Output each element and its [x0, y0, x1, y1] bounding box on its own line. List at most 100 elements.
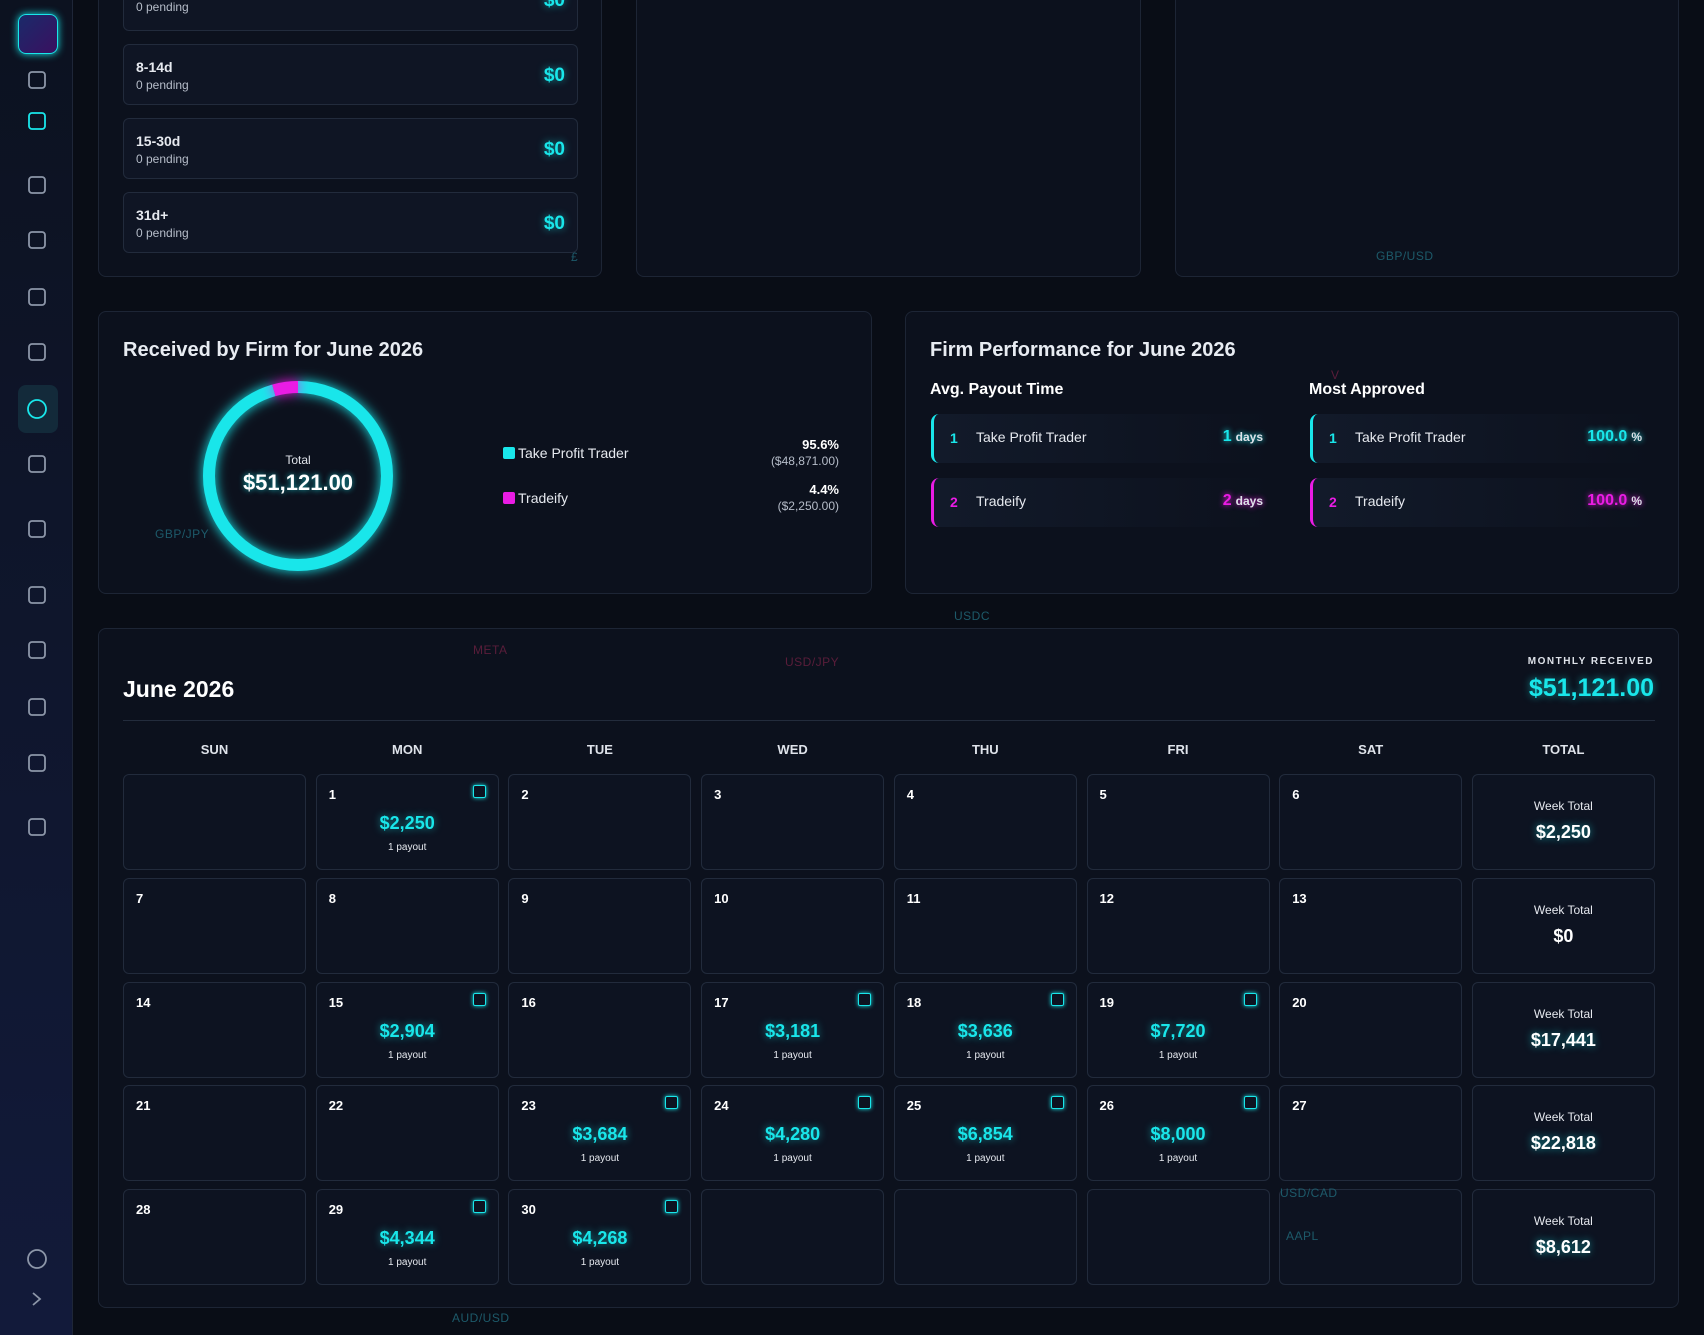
- day-cell: 1 $2,250 1 payout: [315, 774, 499, 870]
- firm: Take Profit Trader: [976, 429, 1087, 445]
- week-total-cell: Week Total $0: [1471, 877, 1655, 974]
- day-cell: 27: [1279, 1085, 1463, 1182]
- icon-shape: [27, 399, 47, 419]
- day-number: 27: [1292, 1098, 1307, 1114]
- rank: 2: [950, 494, 958, 510]
- nav-icon[interactable]: [28, 641, 46, 659]
- week-total-cell: Week Total $17,441: [1471, 981, 1655, 1078]
- watermark: GBP/USD: [1376, 249, 1434, 263]
- day-number: 29: [328, 1202, 344, 1218]
- day-number: 2: [521, 787, 529, 802]
- nav-icon[interactable]: [27, 1249, 47, 1269]
- week-total: $22,818: [1530, 1133, 1596, 1154]
- aging-card: 0 pending $0 8-14d 0 pending $0 15-30d 0 pendi…: [98, 0, 602, 277]
- performance-card: Firm Performance for June 2026 Avg. Payou…: [905, 311, 1679, 594]
- day-cell: 10: [701, 877, 885, 974]
- nav-icon[interactable]: [28, 520, 46, 538]
- day-cell: 28: [123, 1189, 306, 1286]
- donut: [203, 381, 393, 571]
- donut-total-label: Total: [285, 453, 311, 467]
- nav-active: [18, 385, 58, 433]
- icon-shape: [28, 520, 46, 538]
- watermark: META: [473, 643, 508, 657]
- nav-icon[interactable]: [28, 176, 46, 194]
- watermark: AUD/USD: [452, 1311, 510, 1325]
- rank: 1: [950, 430, 958, 446]
- aging-row: 0 pending $0: [123, 0, 578, 31]
- nav-icon[interactable]: [27, 399, 47, 419]
- logo[interactable]: [18, 14, 58, 54]
- day-note: 1 payout: [966, 1049, 1005, 1061]
- metric-unit: days: [1235, 430, 1263, 444]
- nav-icon[interactable]: [28, 698, 46, 716]
- aging-amount: $0: [543, 65, 565, 86]
- day-cell: 14: [123, 981, 306, 1078]
- firm: Tradeify: [976, 493, 1027, 509]
- icon-shape: [28, 641, 46, 659]
- nav-icon[interactable]: [28, 231, 46, 249]
- nav-icon[interactable]: [32, 1292, 42, 1306]
- weekday: TUE: [586, 742, 613, 757]
- day-number: 24: [714, 1098, 729, 1114]
- payout-icon: [1050, 992, 1064, 1006]
- legend-swatch: [503, 447, 515, 459]
- day-number: 14: [136, 994, 151, 1010]
- day-number: 9: [521, 890, 529, 906]
- day-note: 1 payout: [773, 1153, 812, 1165]
- metric: 2 days: [1219, 490, 1267, 512]
- aging-amount: $0: [543, 213, 565, 234]
- legend-name: Tradeify: [518, 490, 569, 506]
- day-note: 1 payout: [580, 1257, 620, 1269]
- day-cell: 22: [315, 1085, 499, 1182]
- card-title: Received by Firm for June 2026: [123, 339, 424, 361]
- nav-icon[interactable]: [28, 71, 46, 89]
- metric: 100.0%: [1583, 426, 1646, 448]
- day-number: 25: [906, 1098, 922, 1114]
- watermark: V: [1331, 368, 1340, 382]
- weekday: WED: [777, 742, 808, 757]
- rank: 1: [1329, 430, 1337, 446]
- aging-label: 15-30d: [136, 133, 181, 149]
- day-amount: $4,268: [572, 1228, 628, 1249]
- aging-row: 15-30d 0 pending $0: [123, 118, 578, 179]
- divider: [123, 720, 1655, 721]
- day-cell: 12: [1086, 877, 1270, 974]
- donut-segment: [203, 381, 393, 571]
- calendar-title: June 2026: [123, 676, 235, 702]
- rank-row: 2 Tradeify 100.0%: [1310, 478, 1650, 527]
- card-title: Firm Performance for June 2026: [930, 339, 1236, 361]
- day-amount: $8,000: [1150, 1124, 1206, 1145]
- day-note: 1 payout: [1158, 1049, 1198, 1061]
- day-cell: 24 $4,280 1 payout: [701, 1085, 885, 1182]
- day-number: 20: [1292, 994, 1307, 1010]
- rank-row: 2 Tradeify 2 days: [931, 478, 1271, 527]
- day-amount: $4,344: [379, 1228, 435, 1249]
- weekday: SUN: [200, 742, 229, 757]
- week-total: $2,250: [1535, 822, 1591, 842]
- nav-icon[interactable]: [28, 818, 46, 836]
- nav-icon[interactable]: [28, 455, 46, 473]
- icon-shape: [28, 288, 46, 306]
- metric-value: 1: [1222, 428, 1232, 445]
- icon-shape: [28, 818, 46, 836]
- nav-icon[interactable]: [28, 112, 46, 130]
- payout-icon: [472, 992, 486, 1006]
- metric: 1 days: [1219, 426, 1267, 448]
- watermark: USDC: [954, 609, 991, 623]
- week-total-label: Week Total: [1533, 1214, 1593, 1229]
- day-amount: $7,720: [1150, 1020, 1206, 1041]
- payout-icon: [858, 992, 872, 1006]
- day-amount: $2,904: [379, 1020, 435, 1041]
- received-card: Received by Firm for June 2026 Take Profi…: [98, 311, 872, 594]
- nav-icon[interactable]: [28, 288, 46, 306]
- day-note: 1 payout: [773, 1049, 812, 1061]
- week-total-cell: Week Total $2,250: [1471, 774, 1655, 870]
- nav-icon[interactable]: [28, 754, 46, 772]
- nav-icon[interactable]: [28, 343, 46, 361]
- week-total-label: Week Total: [1533, 902, 1593, 917]
- nav-icon[interactable]: [28, 586, 46, 604]
- day-number: 17: [714, 994, 729, 1010]
- icon-shape: [28, 231, 46, 249]
- aging-amount: $0: [543, 139, 565, 160]
- day-number: 19: [1099, 994, 1114, 1010]
